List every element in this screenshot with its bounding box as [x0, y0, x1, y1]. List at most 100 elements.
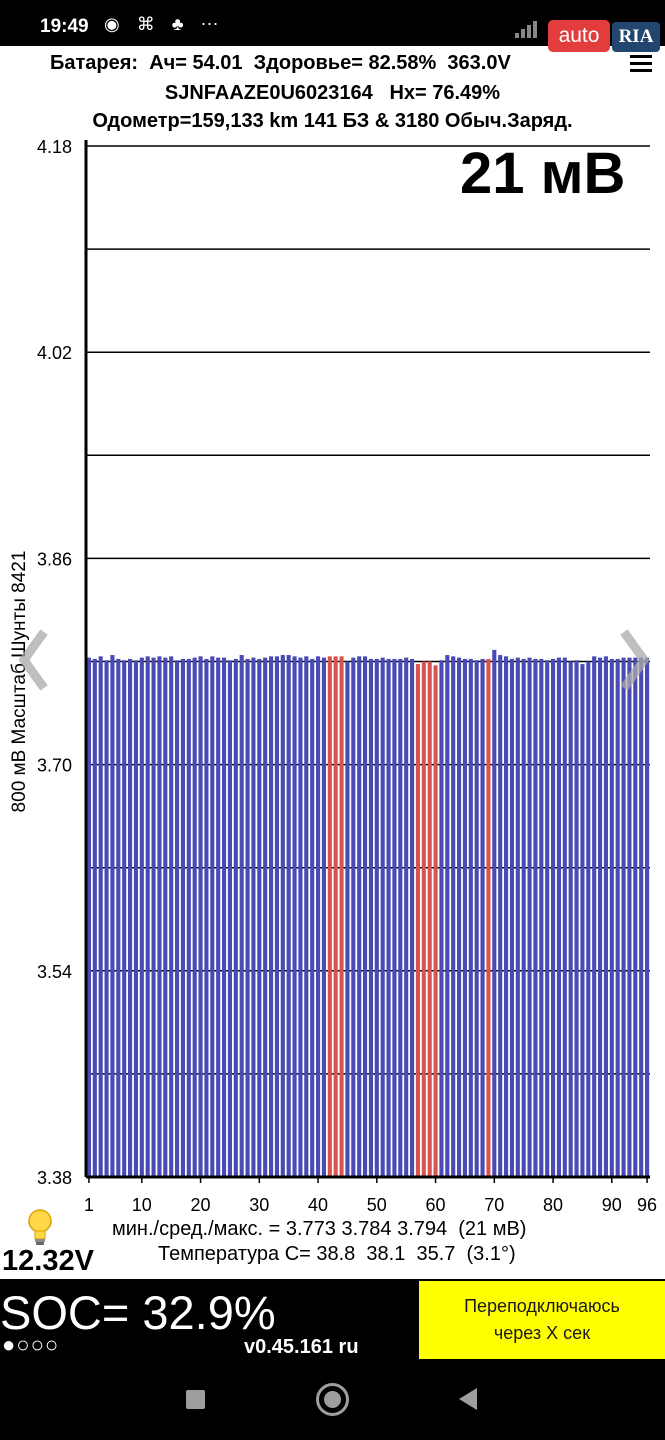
cell-bar: [192, 657, 197, 1177]
cell-bar: [169, 656, 174, 1177]
reconnect-button[interactable]: Переподключаюсь через Х сек: [419, 1281, 665, 1359]
cell-bar: [321, 657, 326, 1177]
cell-bar: [568, 661, 573, 1177]
cell-bar: [304, 656, 309, 1177]
cell-bar: [245, 658, 250, 1177]
status-time: 19:49: [40, 16, 89, 37]
home-icon[interactable]: [316, 1383, 349, 1416]
watermark-ria: RIA: [612, 22, 660, 52]
cell-bar: [586, 661, 591, 1177]
chart-bars: [86, 649, 650, 1177]
cell-bar: [351, 657, 356, 1177]
cell-bar: [163, 657, 168, 1177]
shunt-cell-bar: [421, 661, 426, 1177]
cell-bar: [404, 657, 409, 1177]
lightbulb-icon: [28, 1209, 52, 1245]
cell-bar: [128, 658, 133, 1177]
cell-bar: [86, 657, 91, 1177]
cell-bar: [480, 658, 485, 1177]
back-icon[interactable]: [459, 1388, 477, 1410]
cell-bar: [492, 649, 497, 1177]
x-tick-label: 1: [84, 1195, 94, 1215]
cell-bar: [562, 657, 567, 1177]
cell-bar: [133, 660, 138, 1177]
cell-bar: [457, 657, 462, 1177]
cell-bar: [104, 660, 109, 1177]
cell-bar: [574, 660, 579, 1177]
cell-bar: [639, 657, 644, 1177]
y-tick-label: 3.38: [37, 1168, 72, 1188]
cell-bar: [310, 658, 315, 1177]
cell-bar: [186, 658, 191, 1177]
system-nav-bar: [0, 1373, 665, 1440]
bottom-panel: SOC= 32.9% ●○○○ v0.45.161 ru Переподключ…: [0, 1279, 665, 1373]
cell-bar: [580, 664, 585, 1177]
cell-bar: [286, 655, 291, 1177]
shunt-cell-bar: [339, 656, 344, 1177]
cell-bar: [627, 657, 632, 1177]
min-avg-max-stats: мин./сред./макс. = 3.773 3.784 3.794 (21…: [112, 1218, 527, 1240]
menu-icon[interactable]: [630, 55, 652, 73]
x-tick-label: 96: [637, 1195, 657, 1215]
cell-bar: [592, 656, 597, 1177]
x-tick-label: 40: [308, 1195, 328, 1215]
prev-page-icon[interactable]: [18, 629, 48, 691]
y-tick-label: 3.86: [37, 549, 72, 569]
y-tick-label: 3.54: [37, 962, 72, 982]
cell-bar: [645, 657, 650, 1177]
cell-bar: [145, 656, 150, 1177]
shunt-cell-bar: [333, 656, 338, 1177]
cell-bar: [633, 657, 638, 1177]
cell-bar: [116, 658, 121, 1177]
cell-bar: [198, 656, 203, 1177]
cell-bar: [269, 656, 274, 1177]
odometer-line: Одометр=159,133 km 141 БЗ & 3180 Обыч.За…: [92, 110, 573, 132]
cell-bar: [180, 658, 185, 1177]
recent-apps-icon[interactable]: [186, 1390, 205, 1409]
cell-bar: [498, 655, 503, 1177]
chart-nav-arrows: [18, 629, 650, 691]
cell-bar: [533, 658, 538, 1177]
cell-bar: [398, 658, 403, 1177]
cell-bar: [210, 656, 215, 1177]
cell-bar: [204, 658, 209, 1177]
next-page-icon[interactable]: [620, 629, 650, 691]
vin-line: SJNFAAZE0U6023164 Hx= 76.49%: [164, 82, 501, 104]
temperature-stats: Температура С= 38.8 38.1 35.7 (3.1°): [158, 1243, 516, 1265]
cell-bar: [316, 656, 321, 1177]
shunt-cell-bar: [486, 658, 491, 1177]
cell-bar: [386, 658, 391, 1177]
cell-bar: [292, 656, 297, 1177]
cell-bar: [216, 657, 221, 1177]
watermark-auto: auto: [548, 20, 610, 52]
app-version: v0.45.161 ru: [244, 1336, 359, 1358]
cell-bar: [274, 656, 279, 1177]
connection-dots: ●○○○: [2, 1332, 60, 1357]
cell-bar: [527, 657, 532, 1177]
x-tick-label: 20: [191, 1195, 211, 1215]
cell-bar: [227, 660, 232, 1177]
signal-strength-icon: [515, 18, 543, 38]
cell-bar: [504, 656, 509, 1177]
x-tick-label: 80: [543, 1195, 563, 1215]
cell-bar: [251, 657, 256, 1177]
battery-summary: Батарея: Ач= 54.01 Здоровье= 82.58% 363.…: [50, 52, 511, 74]
cell-bar: [92, 658, 97, 1177]
y-tick-label: 3.70: [37, 756, 72, 776]
shunt-cell-bar: [433, 665, 438, 1177]
cell-bar: [151, 657, 156, 1177]
cell-bar: [539, 658, 544, 1177]
cell-bar: [233, 658, 238, 1177]
cell-voltage-chart: 3.38 3.54 3.70 3.86 4.02 4.18 1 10 20 30 40 50 60 70 8…: [9, 137, 657, 1215]
reconnect-line1: Переподключаюсь: [464, 1296, 620, 1316]
cell-bar: [380, 657, 385, 1177]
cell-bar: [462, 658, 467, 1177]
x-tick-label: 60: [426, 1195, 446, 1215]
cell-bar: [98, 656, 103, 1177]
cell-bar: [280, 655, 285, 1177]
cell-bar: [521, 658, 526, 1177]
cell-bar: [603, 656, 608, 1177]
cell-bar: [222, 657, 227, 1177]
cell-bar: [175, 660, 180, 1177]
cell-bar: [468, 658, 473, 1177]
